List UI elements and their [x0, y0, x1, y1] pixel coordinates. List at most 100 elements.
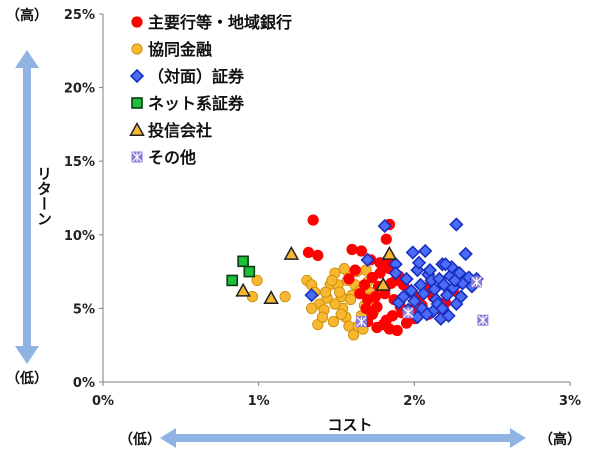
data-point-series-2 — [447, 273, 462, 288]
data-point-series-2 — [360, 252, 375, 267]
data-point-series-2 — [416, 286, 431, 301]
data-point-series-2 — [458, 246, 473, 262]
data-point-series-0 — [343, 273, 355, 285]
data-point-series-2 — [407, 293, 422, 309]
legend-label-5: その他 — [148, 148, 196, 167]
data-point-series-5-cross — [356, 316, 367, 327]
data-point-series-4 — [381, 245, 398, 260]
data-point-series-0 — [346, 243, 358, 256]
data-point-series-4 — [283, 245, 300, 260]
data-point-series-5 — [477, 314, 489, 326]
y-tick-label: 10% — [64, 229, 95, 244]
data-point-series-0 — [374, 267, 386, 279]
legend-item-2: （対面）証券 — [129, 67, 245, 86]
y-tick-label: 0% — [73, 376, 95, 391]
y-low-annotation: （低） — [6, 370, 48, 387]
data-point-series-1 — [338, 263, 350, 275]
data-point-series-0 — [400, 317, 413, 329]
legend-label-4: 投信会社 — [148, 121, 212, 140]
data-point-series-0 — [369, 291, 382, 303]
data-point-series-3 — [243, 265, 256, 278]
data-point-series-0 — [354, 288, 366, 300]
data-point-series-5 — [471, 276, 483, 288]
data-point-series-3 — [237, 255, 249, 268]
legend-item-0: 主要行等・地域銀行 — [131, 13, 292, 32]
data-point-series-4 — [375, 276, 391, 291]
y-tick-label: 15% — [64, 155, 95, 170]
data-point-series-0 — [355, 245, 368, 257]
y-tick-label: 20% — [64, 82, 95, 97]
y-double-arrow — [15, 50, 39, 364]
data-point-series-1 — [279, 291, 291, 303]
data-point-series-2 — [304, 288, 319, 303]
data-point-series-0 — [391, 324, 403, 337]
data-point-series-2 — [438, 257, 453, 272]
x-low-annotation: （低） — [119, 431, 161, 448]
y-tick-label: 25% — [64, 8, 95, 23]
data-point-series-1 — [335, 308, 347, 320]
data-point-series-1 — [316, 311, 329, 323]
legend-label-1: 協同金融 — [148, 40, 212, 59]
data-point-series-4 — [263, 290, 279, 305]
legend-marker-1 — [131, 43, 143, 55]
data-point-series-2 — [396, 289, 411, 304]
legend-marker-2 — [129, 68, 145, 84]
x-tick-label: 1% — [248, 394, 270, 409]
data-point-series-2 — [435, 301, 450, 316]
data-point-series-0 — [380, 233, 392, 245]
legend-label-2: （対面）証券 — [148, 67, 245, 86]
data-point-series-2 — [418, 243, 433, 259]
legend-marker-0 — [131, 16, 143, 28]
data-point-series-2 — [388, 265, 403, 281]
legend-label-0: 主要行等・地域銀行 — [148, 13, 292, 32]
legend-marker-5-cross — [132, 152, 142, 162]
data-point-series-1 — [326, 274, 338, 287]
data-point-series-2 — [411, 255, 427, 270]
data-point-series-0 — [360, 302, 372, 314]
data-point-series-2 — [410, 262, 425, 278]
data-point-series-2 — [399, 271, 414, 287]
data-point-series-1 — [334, 286, 346, 298]
data-point-series-2 — [449, 217, 464, 232]
y-tick-label: 5% — [73, 302, 95, 317]
data-point-series-0 — [302, 246, 315, 259]
legend-item-1: 協同金融 — [131, 40, 212, 59]
data-point-series-1 — [329, 298, 341, 310]
data-point-series-0 — [371, 321, 383, 334]
data-point-series-5-cross — [403, 307, 414, 318]
data-point-series-5-cross — [471, 276, 482, 287]
y-axis-title: リターン — [35, 166, 53, 226]
x-tick-label: 3% — [559, 394, 581, 409]
x-tick-label: 0% — [92, 394, 114, 409]
legend-marker-5 — [131, 151, 143, 163]
data-point-series-2 — [453, 289, 469, 304]
data-point-series-0 — [312, 249, 324, 262]
data-point-series-1 — [344, 293, 357, 306]
x-high-annotation: （高） — [539, 431, 581, 448]
data-point-series-2 — [419, 307, 434, 322]
legend-label-3: ネット系証券 — [148, 94, 245, 113]
data-point-series-0 — [371, 301, 383, 313]
data-point-series-0 — [349, 264, 361, 276]
data-point-series-5-cross — [477, 315, 488, 326]
data-point-series-1 — [305, 302, 318, 314]
data-point-series-5 — [402, 307, 414, 319]
x-tick-label: 2% — [403, 394, 425, 409]
data-point-series-2 — [377, 218, 392, 234]
x-axis-title: コスト — [327, 416, 372, 434]
legend-item-5: その他 — [131, 148, 196, 167]
data-point-series-2 — [404, 283, 419, 298]
data-point-series-1 — [327, 316, 339, 328]
data-point-series-2 — [439, 288, 455, 303]
data-point-series-4 — [235, 282, 251, 297]
legend-marker-4 — [129, 121, 145, 136]
legend-item-3: ネット系証券 — [131, 94, 245, 113]
data-point-series-1 — [348, 329, 360, 341]
data-point-series-2 — [441, 308, 456, 323]
y-high-annotation: （高） — [6, 7, 48, 24]
data-point-series-2 — [422, 262, 438, 278]
data-point-series-1 — [251, 274, 263, 287]
data-point-series-5 — [355, 316, 367, 328]
